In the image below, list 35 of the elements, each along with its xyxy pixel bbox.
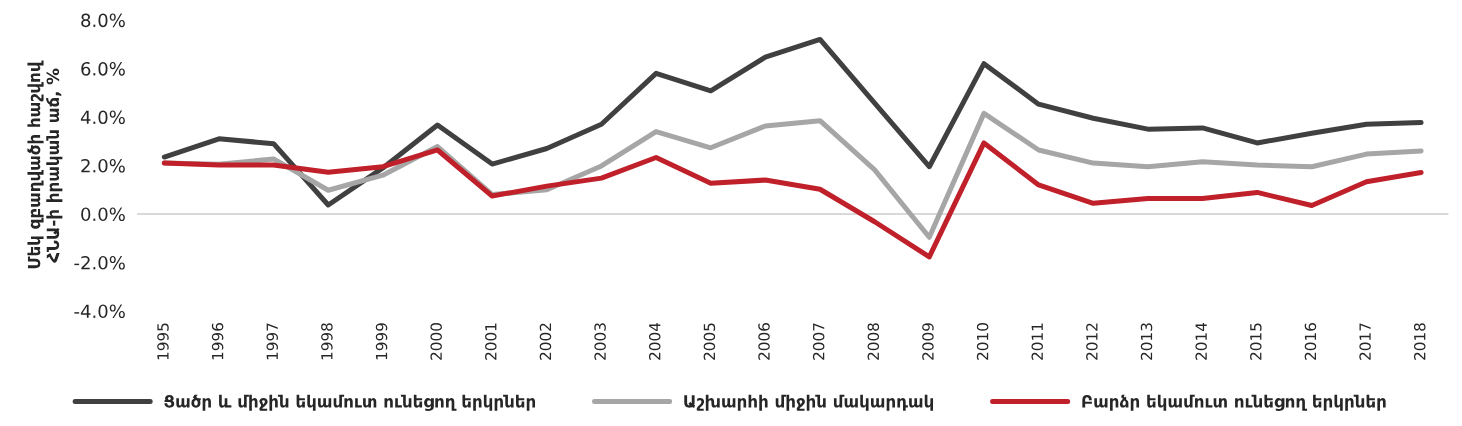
x-tick-label: 2016 <box>1304 323 1317 360</box>
x-tick-label: 2012 <box>1086 323 1098 360</box>
y-tick-label: -4.0% <box>74 304 125 319</box>
y-tick-label: 2.0% <box>81 158 125 173</box>
x-tick-label: 2009 <box>922 323 934 360</box>
x-tick-label: 2010 <box>976 323 989 360</box>
x-tick-label: 2011 <box>1031 323 1044 360</box>
x-tick-label: 2000 <box>430 323 442 360</box>
x-tick-label: 1996 <box>211 323 224 360</box>
x-tick-label: 2002 <box>539 323 552 360</box>
y-tick-label: -2.0% <box>74 255 125 270</box>
x-tick-label: 1995 <box>157 323 169 360</box>
legend-label: Աշխարհի միջին մակարդակ <box>684 394 934 411</box>
y-tick-label: 8.0% <box>81 13 125 28</box>
x-tick-label: 2007 <box>812 323 825 360</box>
x-tick-label: 2015 <box>1250 323 1262 360</box>
y-tick-label: 4.0% <box>80 110 125 125</box>
x-tick-label: 2003 <box>594 323 606 360</box>
x-tick-label: 2001 <box>485 323 497 360</box>
x-tick-label: 1999 <box>375 323 388 360</box>
x-tick-label: 2005 <box>703 323 716 360</box>
x-tick-label: 2006 <box>758 323 770 360</box>
legend-label: Բարձր եկամուտ ունեցող երկրներ <box>1082 394 1386 411</box>
x-tick-label: 1998 <box>321 323 333 360</box>
x-tick-label: 2018 <box>1413 323 1426 360</box>
x-tick-label: 2008 <box>867 323 880 360</box>
x-tick-label: 2013 <box>1140 323 1153 360</box>
x-tick-label: 2014 <box>1195 322 1207 360</box>
y-tick-label: 6.0% <box>81 61 125 76</box>
x-tick-label: 2004 <box>648 322 661 360</box>
y-axis-title: Մեկ զբաղվածի հաշվով ՀՆԱ-ի իրական աճ, % <box>27 60 63 269</box>
x-tick-label: 1997 <box>266 323 279 360</box>
y-tick-label: 0.0% <box>81 207 125 222</box>
legend-label: Ցածր և միջին եկամուտ ունեցող երկրներ <box>164 394 536 411</box>
x-tick-label: 2017 <box>1359 323 1371 360</box>
